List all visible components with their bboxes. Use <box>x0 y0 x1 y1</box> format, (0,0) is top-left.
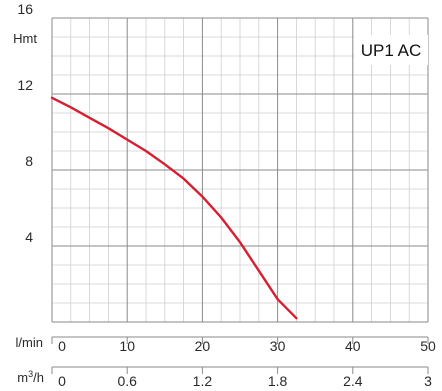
y-tick-label: 16 <box>17 1 33 17</box>
major-grid <box>51 17 429 323</box>
y-axis-tick-labels: 4 8 12 16 <box>17 1 33 245</box>
series-layer <box>50 96 298 320</box>
x-axis-lmin: l/min 0 10 20 30 40 50 <box>16 335 436 354</box>
x-axis-m3h-unit: m3/h <box>17 369 44 385</box>
y-tick-label: 8 <box>25 153 33 169</box>
y-axis-unit: Hmt <box>13 31 37 46</box>
x-axis-m3h-tick-label: 0 <box>58 373 66 389</box>
chart-title: UP1 AC <box>361 41 421 60</box>
pump-curve-line <box>50 96 298 320</box>
x-axis-lmin-tick-label: 50 <box>420 338 436 354</box>
y-tick-label: 4 <box>25 229 33 245</box>
x-axis-lmin-tick-label: 20 <box>195 338 211 354</box>
x-axis-m3h-tick-label: 2.4 <box>343 373 363 389</box>
y-tick-label: 12 <box>17 77 33 93</box>
x-axis-lmin-tick-label: 30 <box>270 338 286 354</box>
x-axis-lmin-tick-label: 40 <box>345 338 361 354</box>
x-axis-m3h: m3/h 0 0.6 1.2 1.8 2.4 3 <box>17 366 432 389</box>
chart-title-box <box>354 35 428 65</box>
x-axis-m3h-tick-label: 0.6 <box>117 373 137 389</box>
x-axis-m3h-tick-label: 1.2 <box>193 373 213 389</box>
x-axis-m3h-tick-label: 1.8 <box>268 373 288 389</box>
x-axis-lmin-unit: l/min <box>16 335 43 350</box>
x-axis-lmin-tick-label: 0 <box>58 338 66 354</box>
x-axis-lmin-tick-label: 10 <box>119 338 135 354</box>
x-axis-m3h-tick-label: 3 <box>424 373 432 389</box>
